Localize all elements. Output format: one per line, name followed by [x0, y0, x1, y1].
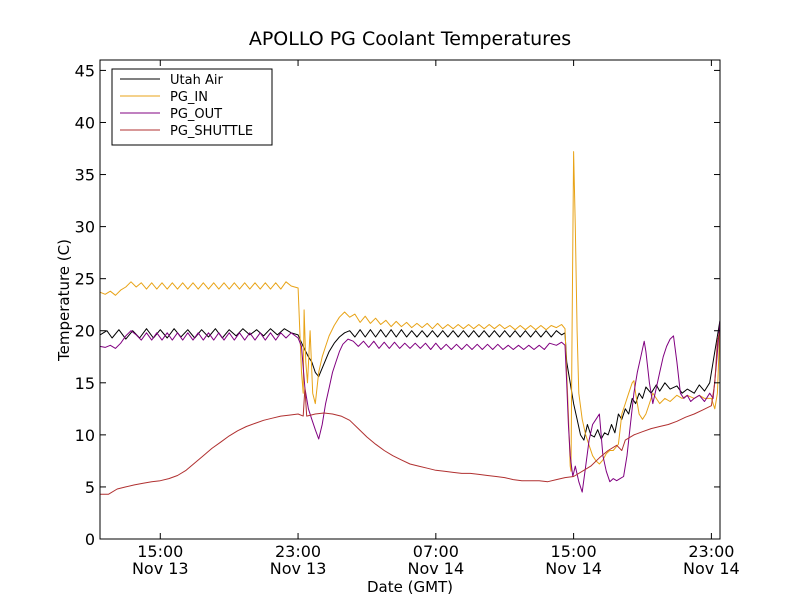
plot-area-frame — [99, 59, 721, 540]
y-tick-label: 25 — [75, 270, 95, 289]
y-axis-label: Temperature (C) — [55, 239, 73, 362]
series-line-3 — [100, 330, 721, 495]
y-tick-label: 30 — [75, 218, 95, 237]
series-lines — [99, 151, 721, 495]
y-tick-label: 5 — [85, 478, 95, 497]
legend-box — [111, 68, 273, 146]
legend-label-2: PG_OUT — [170, 107, 222, 122]
x-tick-date: Nov 13 — [132, 559, 189, 578]
y-tick-label: 0 — [85, 530, 95, 549]
x-tick-time: 15:00 — [137, 542, 183, 561]
x-tick-date: Nov 14 — [683, 559, 740, 578]
legend-label-3: PG_SHUTTLE — [170, 124, 253, 139]
x-tick-date: Nov 14 — [407, 559, 464, 578]
series-line-1 — [99, 151, 721, 472]
legend-label-1: PG_IN — [170, 90, 208, 105]
y-tick-label: 35 — [75, 166, 95, 185]
y-tick-label: 20 — [75, 322, 95, 341]
x-tick-time: 23:00 — [275, 542, 321, 561]
y-tick-label: 40 — [75, 113, 95, 132]
x-tick-date: Nov 14 — [545, 559, 602, 578]
x-axis-label: Date (GMT) — [367, 578, 453, 596]
legend: Utah Air PG_IN PG_OUT PG_SHUTTLE — [111, 68, 273, 146]
y-tick-label: 15 — [75, 374, 95, 393]
y-axis: 0 5 10 15 20 25 30 35 40 45 — [75, 61, 720, 549]
series-line-2 — [99, 320, 721, 493]
x-tick-time: 07:00 — [413, 542, 459, 561]
x-tick-time: 15:00 — [551, 542, 597, 561]
x-tick-time: 23:00 — [688, 542, 734, 561]
series-line-0 — [99, 320, 721, 441]
y-tick-label: 45 — [75, 61, 95, 80]
legend-label-0: Utah Air — [170, 73, 223, 88]
chart-title: APOLLO PG Coolant Temperatures — [249, 28, 571, 50]
y-tick-label: 10 — [75, 426, 95, 445]
x-tick-date: Nov 13 — [270, 559, 327, 578]
